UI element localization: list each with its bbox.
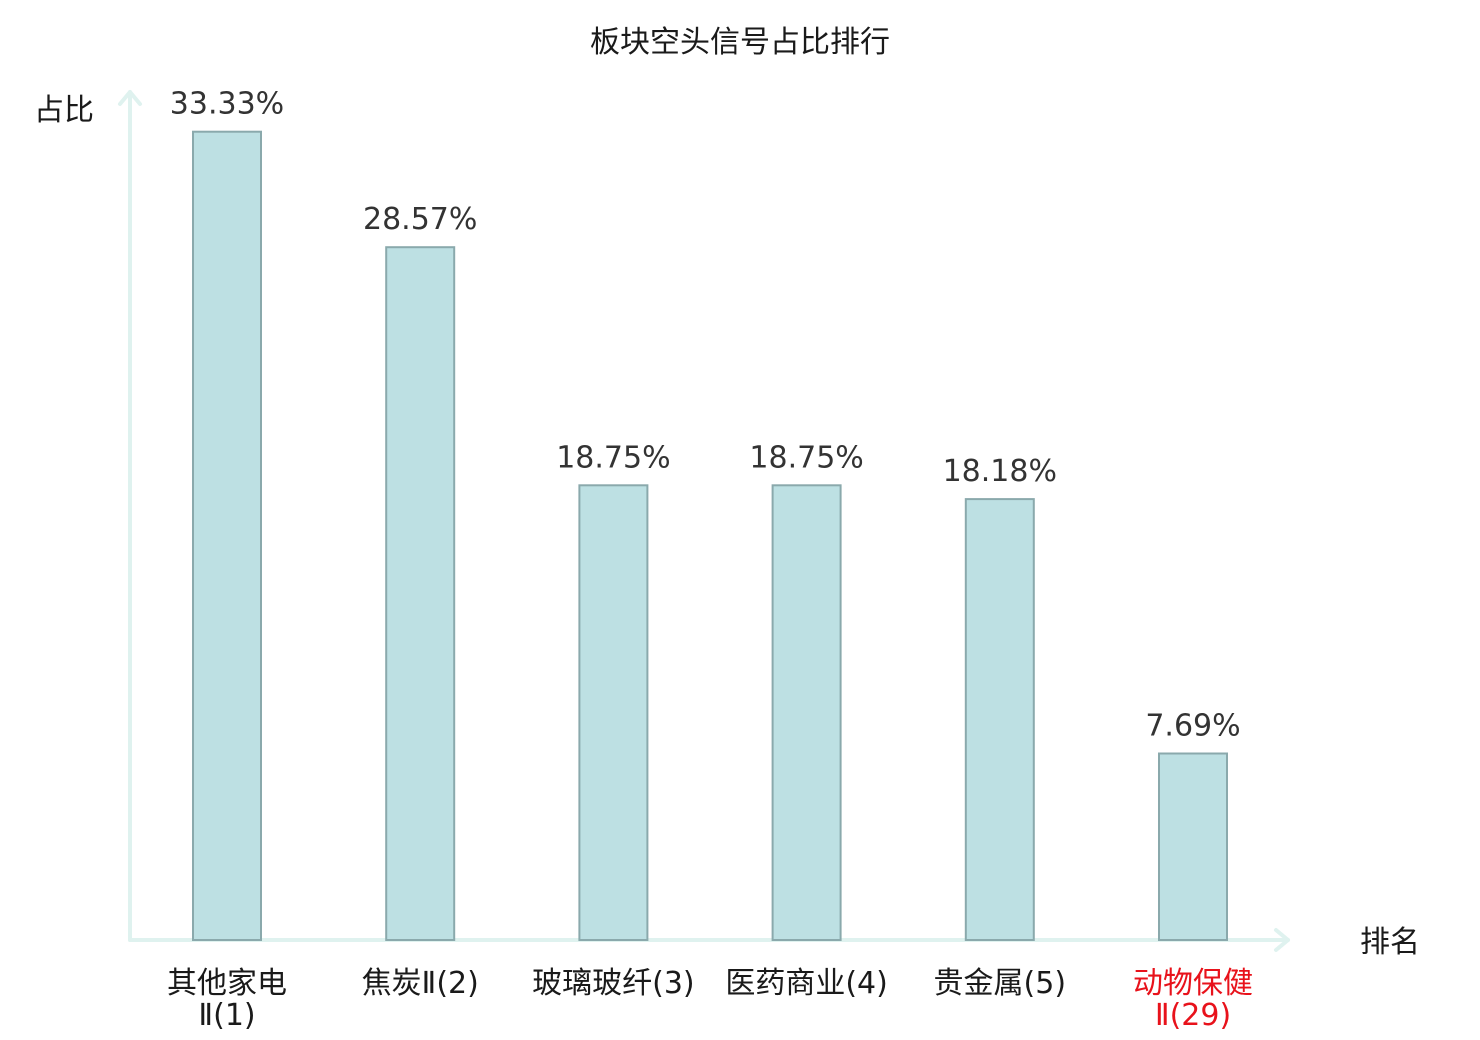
chart-title: 板块空头信号占比排行 — [590, 25, 890, 60]
bar — [771, 484, 842, 941]
bar-value-label: 18.75% — [556, 440, 670, 475]
x-tick-label: 其他家电 Ⅱ(1) — [167, 966, 287, 1033]
bars-group — [192, 130, 1228, 941]
x-tick-label-line: Ⅱ(29) — [1155, 998, 1231, 1033]
x-tick-label-line: 焦炭Ⅱ(2) — [362, 966, 479, 1001]
x-tick-label: 玻璃玻纤(3) — [532, 966, 695, 1001]
x-tick-label-line: 医药商业(4) — [725, 966, 888, 1001]
x-axis-arrow-icon — [1274, 928, 1290, 952]
x-tick-label-line: 动物保健 — [1133, 966, 1253, 1001]
axes — [118, 90, 1290, 952]
bar-value-label: 33.33% — [170, 87, 284, 122]
bar — [1158, 752, 1228, 941]
x-tick-label-line: 玻璃玻纤(3) — [532, 966, 695, 1001]
bar-value-label: 18.75% — [749, 440, 863, 475]
value-labels-group: 33.33% 28.57% 18.75% 18.75% 18.18% 7.69% — [170, 87, 1241, 744]
x-tick-label: 贵金属(5) — [934, 966, 1067, 1001]
x-tick-label-line: 其他家电 — [167, 966, 287, 1001]
bar-value-label: 7.69% — [1145, 709, 1240, 744]
bar — [192, 130, 262, 941]
x-axis-label: 排名 — [1360, 925, 1420, 960]
y-axis-arrow-icon — [118, 90, 142, 106]
y-axis-label: 占比 — [34, 93, 94, 128]
category-labels-group: 其他家电 Ⅱ(1)焦炭Ⅱ(2) 玻璃玻纤(3) 医药商业(4) 贵金属(5) 动物保健 Ⅱ(… — [167, 966, 1253, 1033]
bar-value-label: 18.18% — [943, 454, 1057, 489]
x-tick-label: 医药商业(4) — [725, 966, 888, 1001]
bar-value-label: 28.57% — [363, 202, 477, 237]
bar — [385, 246, 456, 941]
x-tick-label-line: Ⅱ(1) — [198, 998, 255, 1033]
x-tick-label: 动物保健 Ⅱ(29) — [1133, 966, 1253, 1033]
x-tick-label-line: 贵金属(5) — [934, 966, 1067, 1001]
bar — [578, 484, 649, 941]
bar — [964, 498, 1035, 941]
x-tick-label: 焦炭Ⅱ(2) — [362, 966, 479, 1001]
